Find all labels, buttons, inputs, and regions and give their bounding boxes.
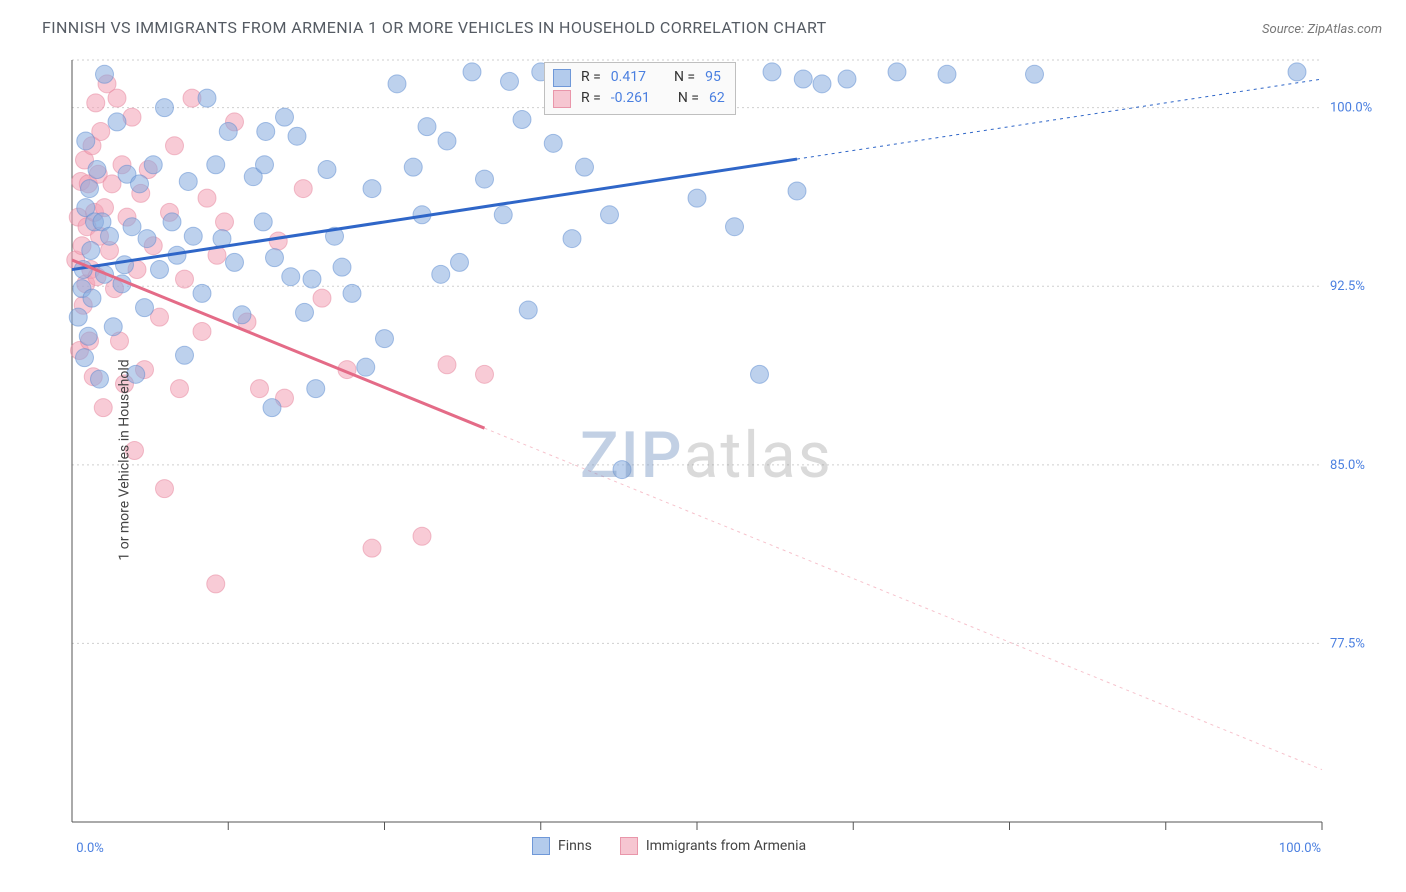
series-legend: Finns Immigrants from Armenia [532,837,806,855]
source-prefix: Source: [1262,22,1307,37]
legend-label-armenia: Immigrants from Armenia [646,838,806,854]
svg-text:92.5%: 92.5% [1330,279,1365,294]
source-attribution: Source: ZipAtlas.com [1262,22,1382,37]
svg-text:77.5%: 77.5% [1330,636,1365,651]
legend-item-armenia: Immigrants from Armenia [620,837,806,855]
legend-n-label: N = [678,88,699,109]
legend-swatch-pink [553,90,571,108]
legend-label-finns: Finns [558,838,592,854]
legend-r-label: R = [581,88,601,109]
legend-n-label: N = [674,67,695,88]
svg-text:85.0%: 85.0% [1330,458,1365,473]
y-axis-label: 1 or more Vehicles in Household [117,359,133,560]
correlation-legend: R = 0.417 N = 95 R = -0.261 N = 62 [544,62,736,115]
source-name: ZipAtlas.com [1307,22,1382,37]
legend-n-value: 62 [709,88,725,109]
legend-row-armenia: R = -0.261 N = 62 [553,88,725,109]
legend-item-finns: Finns [532,837,592,855]
legend-n-value: 95 [705,67,721,88]
legend-row-finns: R = 0.417 N = 95 [553,67,725,88]
chart-title: FINNISH VS IMMIGRANTS FROM ARMENIA 1 OR … [42,18,827,37]
svg-text:100.0%: 100.0% [1330,101,1372,116]
legend-swatch-pink [620,837,638,855]
legend-r-value: 0.417 [611,67,646,88]
legend-r-label: R = [581,67,601,88]
scatter-chart: 77.5% 85.0% 92.5% 100.0% 0.0% 100.0% [42,48,1382,872]
chart-container: 1 or more Vehicles in Household 77.5% 85.… [42,48,1382,872]
legend-swatch-blue [553,69,571,87]
header-row: FINNISH VS IMMIGRANTS FROM ARMENIA 1 OR … [42,18,1382,37]
legend-r-value: -0.261 [611,88,650,109]
svg-text:0.0%: 0.0% [76,841,104,856]
svg-text:100.0%: 100.0% [1279,841,1321,856]
legend-swatch-blue [532,837,550,855]
